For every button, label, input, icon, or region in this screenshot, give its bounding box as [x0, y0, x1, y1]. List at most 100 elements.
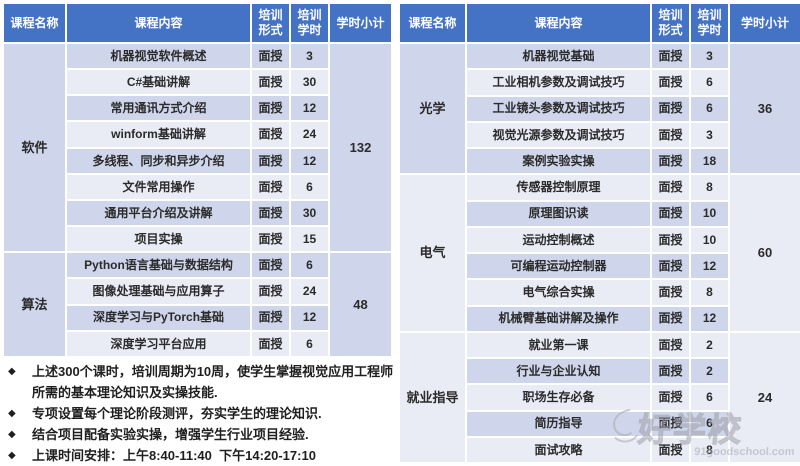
course-content: 就业第一课 — [465, 330, 652, 360]
table-row: 行业与企业认知 面授 2 — [399, 356, 800, 386]
course-content: 图像处理基础与应用算子 — [65, 277, 252, 306]
course-content: 多线程、同步和异步介绍 — [65, 146, 252, 175]
table-row: 项目实操 面授 15 — [3, 225, 392, 254]
table-row: 就业指导 就业第一课 面授 2 24 — [398, 330, 800, 465]
training-hours: 30 — [289, 198, 330, 228]
training-form: 面授 — [250, 277, 291, 306]
table-row: winform基础讲解 面授 24 — [3, 120, 392, 149]
subtotal-hours: 48 — [328, 251, 393, 358]
training-hours: 24 — [289, 120, 330, 149]
note-text: 上课时间安排：上午8:40-11:40 下午14:20-17:10 — [32, 448, 316, 463]
notes-section: ◆ 上述300个课时，培训周期为10周，使学生掌握视觉应用工程师所需的基本理论知识… — [4, 361, 396, 466]
training-form: 面授 — [250, 198, 291, 228]
table-row: 机械臂基础讲解及操作 面授 12 — [399, 304, 800, 333]
note-text: 专项设置每个理论阶段测评，夯实学生的理论知识. — [32, 406, 322, 421]
training-hours: 12 — [289, 303, 330, 332]
table-row: 光学 机器视觉基础 面授 3 36 — [398, 41, 800, 176]
course-content: 电气综合实操 — [465, 278, 652, 307]
training-hours: 8 — [689, 435, 730, 465]
course-content: 行业与企业认知 — [465, 356, 652, 386]
course-content: C#基础讲解 — [65, 68, 252, 97]
table-row: 工业镜头参数及调试技巧 面授 6 — [399, 94, 800, 123]
note-item: ◆ 上述300个课时，培训周期为10周，使学生掌握视觉应用工程师所需的基本理论知识… — [4, 361, 396, 403]
training-hours: 3 — [689, 41, 730, 71]
table-row: 案例实验实操 面授 18 — [399, 146, 800, 176]
diamond-bullet-icon: ◆ — [8, 366, 16, 377]
training-form: 面授 — [250, 146, 291, 175]
table-row: 可编程运动控制器 面授 12 — [399, 251, 800, 281]
training-form: 面授 — [650, 68, 691, 97]
subtotal-hours: 60 — [728, 173, 800, 333]
table-row: 视觉光源参数及调试技巧 面授 3 — [399, 120, 800, 150]
training-form: 面授 — [650, 278, 691, 307]
group-name: 算法 — [2, 251, 67, 358]
subtotal-hours: 36 — [728, 41, 800, 176]
note-text: 上述300个课时，培训周期为10周，使学生掌握视觉应用工程师所需的基本理论知识及… — [32, 364, 394, 400]
course-content: 文件常用操作 — [65, 172, 252, 201]
course-content: 视觉光源参数及调试技巧 — [465, 120, 652, 150]
training-form: 面授 — [250, 68, 291, 97]
column-header: 课程内容 — [65, 2, 252, 44]
training-hours: 2 — [689, 330, 730, 360]
training-hours: 10 — [689, 199, 730, 228]
course-content: 机器视觉基础 — [465, 41, 652, 71]
training-hours: 6 — [289, 172, 330, 201]
training-hours: 6 — [289, 329, 330, 359]
training-hours: 6 — [689, 68, 730, 97]
training-form: 面授 — [650, 173, 691, 202]
training-hours: 12 — [689, 251, 730, 281]
training-form: 面授 — [250, 120, 291, 149]
course-content: 工业镜头参数及调试技巧 — [465, 94, 652, 123]
training-hours: 24 — [289, 277, 330, 306]
training-hours: 12 — [689, 304, 730, 333]
table-row: 通用平台介绍及讲解 面授 30 — [3, 198, 392, 228]
column-header: 课程内容 — [465, 2, 652, 44]
training-form: 面授 — [250, 251, 291, 280]
training-hours: 18 — [689, 146, 730, 176]
diamond-bullet-icon: ◆ — [8, 408, 16, 419]
training-form: 面授 — [650, 225, 691, 255]
course-content: 深度学习平台应用 — [65, 329, 252, 359]
course-content: 可编程运动控制器 — [465, 251, 652, 281]
table-row: 常用通讯方式介绍 面授 12 — [3, 94, 392, 123]
course-content: 传感器控制原理 — [465, 173, 652, 202]
table-row: C#基础讲解 面授 30 — [3, 68, 392, 97]
training-form: 面授 — [650, 94, 691, 123]
column-header: 课程名称 — [2, 2, 67, 44]
training-form: 面授 — [650, 199, 691, 228]
training-hours: 3 — [689, 120, 730, 150]
table-row: 电气 传感器控制原理 面授 8 60 — [398, 173, 800, 333]
training-form: 面授 — [250, 225, 291, 254]
training-form: 面授 — [650, 41, 691, 71]
training-hours: 6 — [689, 94, 730, 123]
column-header: 培训学时 — [289, 2, 330, 44]
curriculum-table-right: 课程名称 课程内容 培训形式 培训学时 学时小计 光学 机器视觉基础 面授 3 36 工业相机参数及… — [398, 2, 800, 465]
note-item: ◆ 专项设置每个理论阶段测评，夯实学生的理论知识. — [4, 403, 396, 424]
training-form: 面授 — [650, 409, 691, 438]
course-content: 深度学习与PyTorch基础 — [65, 303, 252, 332]
diamond-bullet-icon: ◆ — [8, 450, 16, 461]
course-content: 案例实验实操 — [465, 146, 652, 176]
course-content: 机械臂基础讲解及操作 — [465, 304, 652, 333]
group-name: 光学 — [398, 41, 467, 176]
training-hours: 2 — [689, 356, 730, 386]
course-content: 职场生存必备 — [465, 383, 652, 412]
table-row: 职场生存必备 面授 6 — [399, 383, 800, 412]
table-row: 图像处理基础与应用算子 面授 24 — [3, 277, 392, 306]
column-header: 学时小计 — [328, 2, 393, 44]
training-hours: 30 — [289, 68, 330, 97]
column-header: 培训形式 — [250, 2, 291, 44]
course-content: 常用通讯方式介绍 — [65, 94, 252, 123]
training-form: 面授 — [650, 435, 691, 465]
training-form: 面授 — [650, 383, 691, 412]
training-form: 面授 — [650, 304, 691, 333]
training-form: 面授 — [650, 251, 691, 281]
note-text: 结合项目配备实验实操，增强学生行业项目经验. — [32, 427, 309, 442]
training-form: 面授 — [650, 356, 691, 386]
training-hours: 10 — [689, 225, 730, 255]
training-hours: 3 — [289, 41, 330, 71]
curriculum-table-left: 课程名称 课程内容 培训形式 培训学时 学时小计 软件 机器视觉软件概述 面授 3 132 C#基础… — [2, 2, 393, 359]
training-hours: 6 — [289, 251, 330, 280]
table-row: 算法 Python语言基础与数据结构 面授 6 48 — [2, 251, 393, 358]
table-row: 运动控制概述 面授 10 — [399, 225, 800, 255]
